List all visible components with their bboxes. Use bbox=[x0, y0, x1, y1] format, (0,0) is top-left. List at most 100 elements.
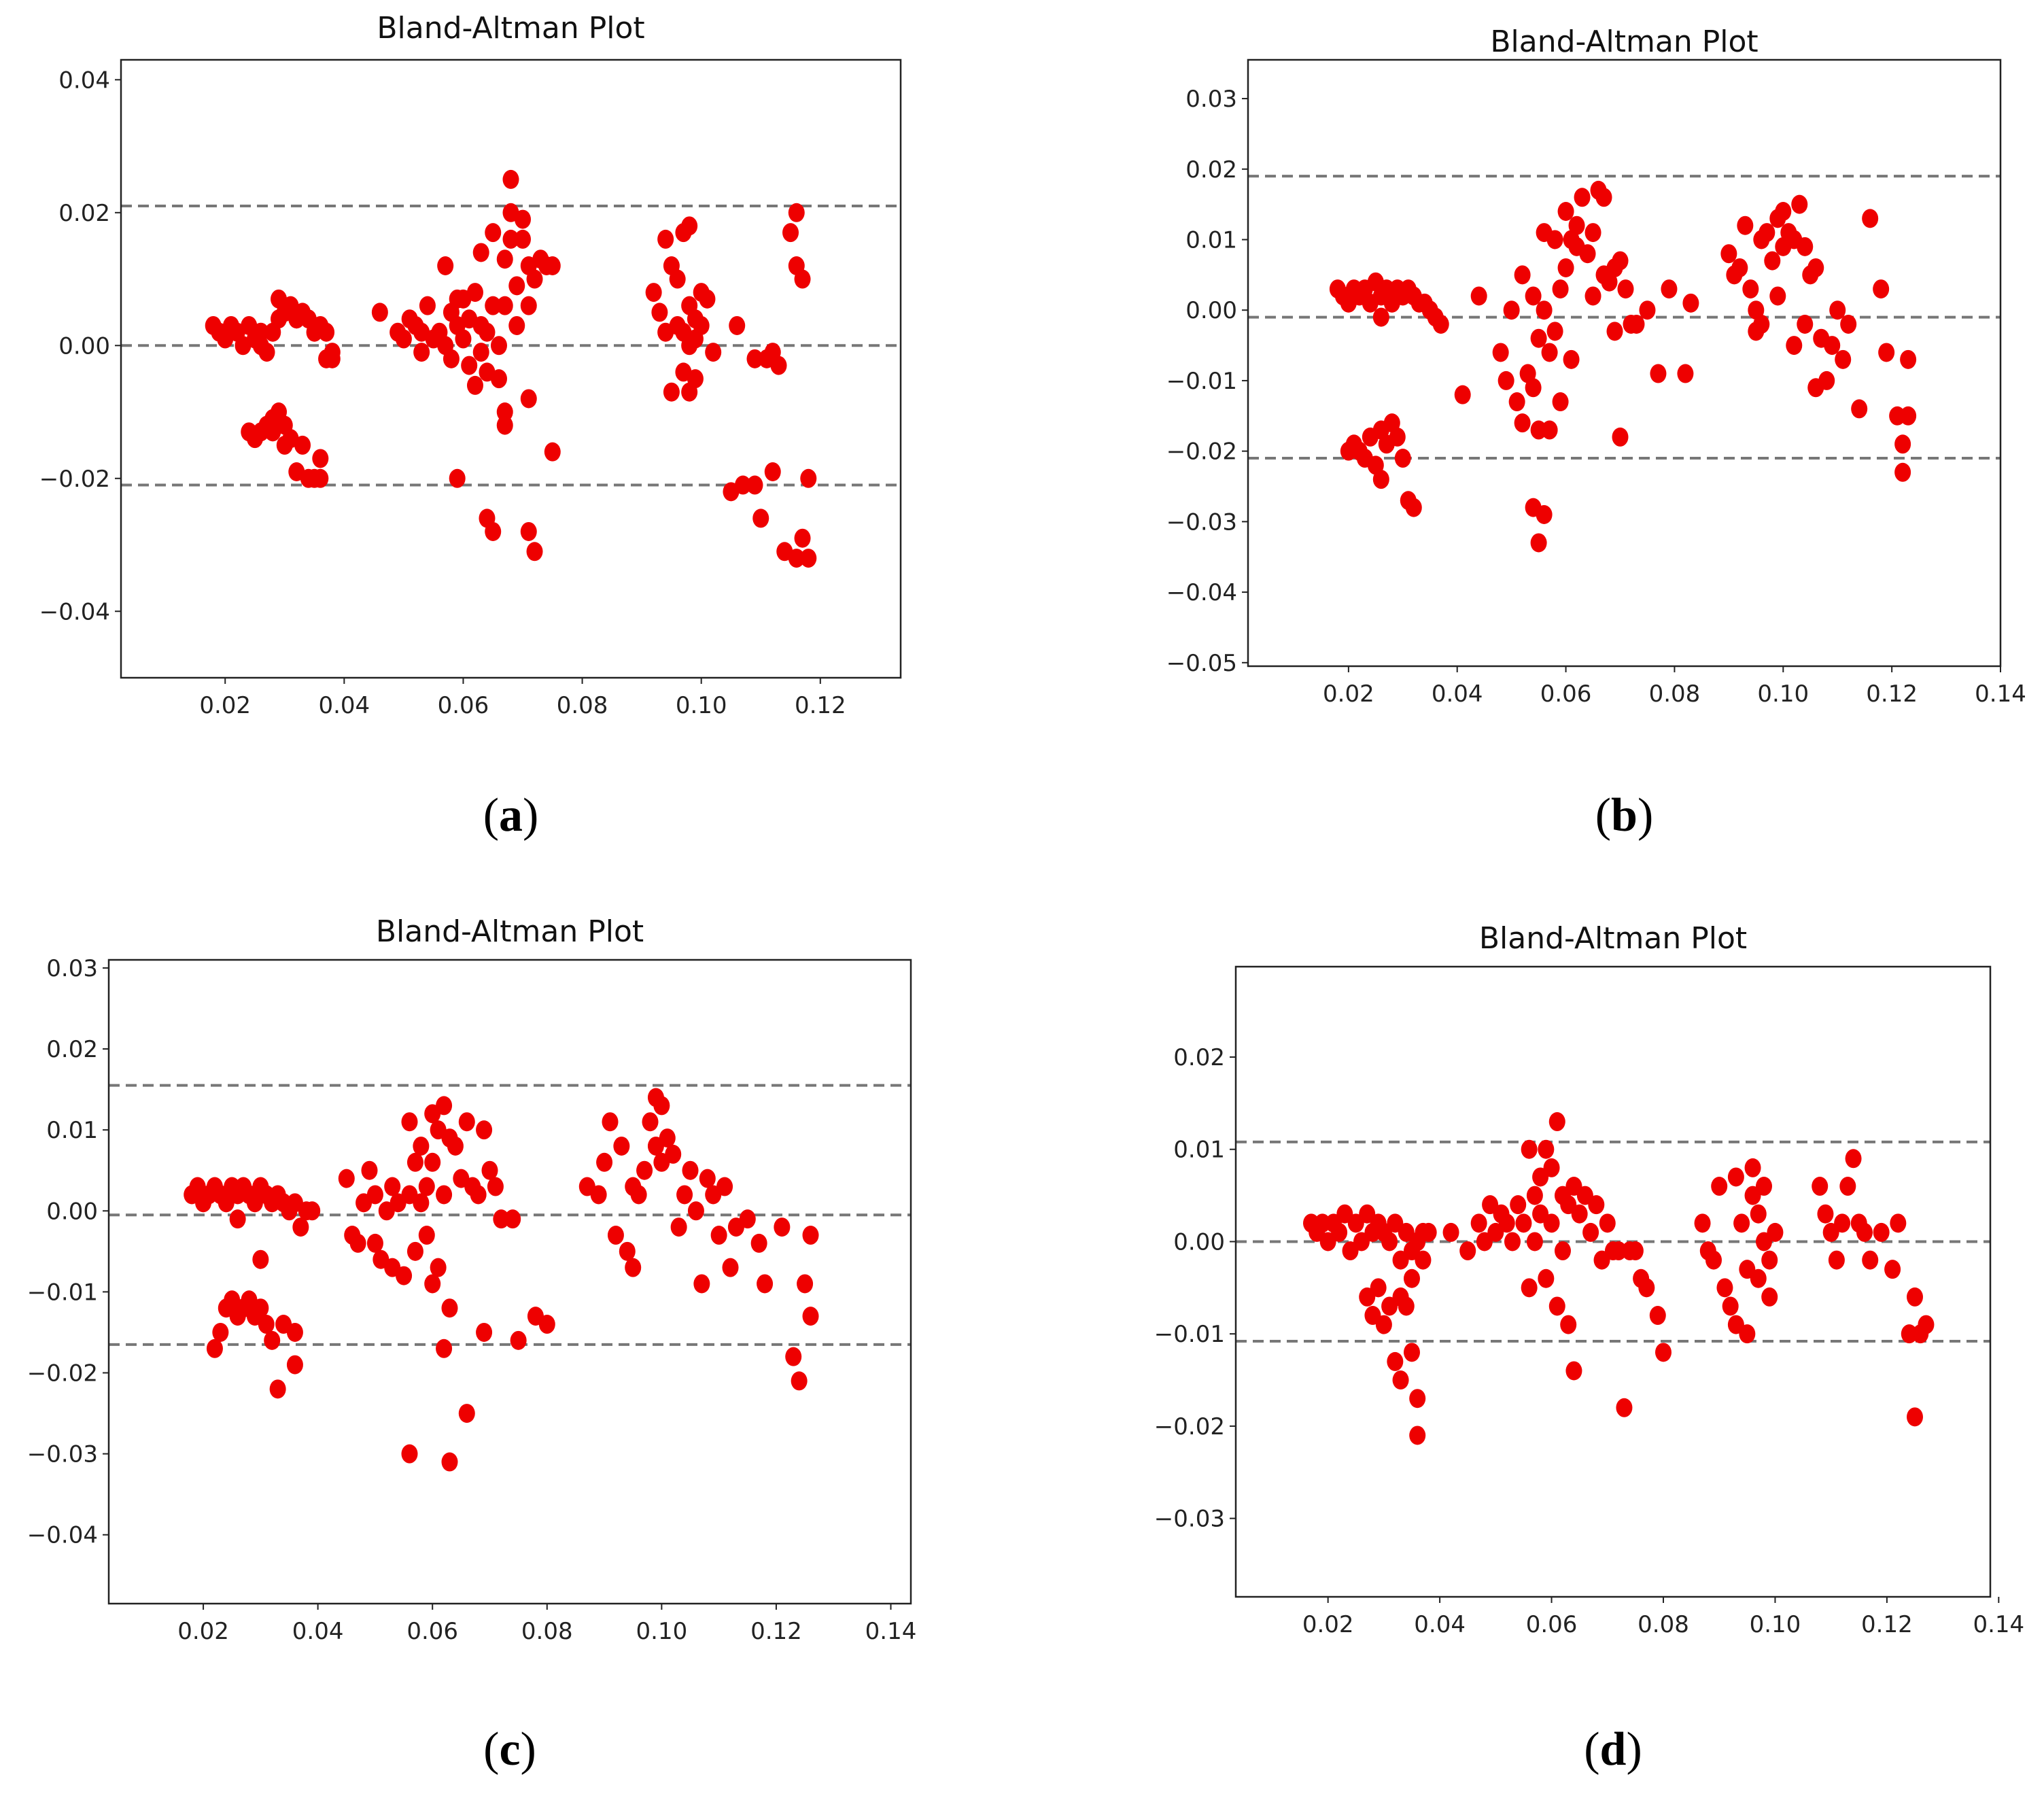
data-point bbox=[1612, 251, 1629, 271]
panel-d: Bland-Altman Plot 0.02 0.04 0.06 0.08 0.10 0.1… bbox=[1154, 921, 2024, 1776]
data-point bbox=[1829, 300, 1846, 320]
data-point bbox=[1571, 1204, 1588, 1224]
data-point bbox=[1834, 1213, 1851, 1233]
y-tick-label: 0.01 bbox=[1173, 1137, 1225, 1164]
data-point bbox=[607, 1226, 624, 1245]
data-point bbox=[312, 449, 329, 468]
chart-title: Bland-Altman Plot bbox=[377, 11, 644, 46]
data-point bbox=[1711, 1177, 1728, 1196]
data-point bbox=[508, 276, 525, 296]
y-tick-label: −0.03 bbox=[1166, 508, 1237, 536]
data-point bbox=[1884, 1260, 1901, 1279]
caption-open-paren: ( bbox=[1584, 1723, 1599, 1776]
data-point bbox=[1761, 1287, 1778, 1307]
axes-frame bbox=[1247, 58, 2002, 668]
data-point bbox=[1731, 258, 1748, 277]
data-point bbox=[802, 1307, 819, 1326]
data-point bbox=[1543, 1213, 1560, 1233]
data-point bbox=[653, 1096, 670, 1116]
data-point bbox=[1599, 1213, 1616, 1233]
x-tick-label: 0.08 bbox=[1638, 1611, 1689, 1638]
data-point bbox=[1638, 1278, 1655, 1298]
data-point bbox=[395, 329, 412, 349]
data-point bbox=[1503, 300, 1520, 320]
data-point bbox=[1907, 1407, 1923, 1427]
data-point bbox=[1616, 1398, 1633, 1417]
caption-open-paren: ( bbox=[483, 1723, 499, 1776]
data-point bbox=[264, 1330, 281, 1350]
y-tick-label: −0.01 bbox=[27, 1279, 98, 1306]
data-point bbox=[252, 322, 269, 342]
data-point bbox=[636, 1160, 653, 1180]
data-point bbox=[413, 1193, 430, 1213]
data-point bbox=[292, 1218, 309, 1237]
data-point bbox=[520, 389, 537, 409]
data-point bbox=[1817, 1204, 1834, 1224]
data-point bbox=[1541, 420, 1558, 440]
data-point bbox=[669, 269, 686, 289]
data-point bbox=[466, 375, 483, 395]
data-point bbox=[1694, 1213, 1711, 1233]
data-point bbox=[1812, 1177, 1829, 1196]
data-point bbox=[1560, 1315, 1577, 1334]
caption-open-paren: ( bbox=[1595, 789, 1611, 842]
data-points bbox=[1303, 1112, 1935, 1445]
data-point bbox=[1612, 427, 1629, 447]
data-point bbox=[258, 1315, 275, 1334]
data-point bbox=[800, 549, 817, 568]
data-point bbox=[1381, 1232, 1398, 1251]
data-point bbox=[1536, 300, 1553, 320]
data-point bbox=[413, 1136, 430, 1156]
data-point bbox=[485, 521, 502, 541]
data-point bbox=[1595, 188, 1612, 207]
y-tick-label: −0.03 bbox=[27, 1441, 98, 1468]
data-point bbox=[1733, 1213, 1750, 1233]
data-point bbox=[515, 229, 532, 249]
y-tick-label: 0.01 bbox=[1185, 226, 1237, 254]
data-point bbox=[1398, 1296, 1415, 1316]
data-point bbox=[206, 1339, 223, 1358]
data-point bbox=[476, 1120, 493, 1140]
data-point bbox=[1900, 406, 1917, 426]
y-tick-label: −0.04 bbox=[1166, 579, 1237, 606]
data-point bbox=[212, 1322, 229, 1342]
data-point bbox=[1839, 1177, 1856, 1196]
data-point bbox=[1873, 279, 1890, 299]
x-tick-label: 0.10 bbox=[1750, 1611, 1801, 1638]
data-point bbox=[1900, 349, 1917, 369]
caption-close-paren: ) bbox=[1626, 1723, 1642, 1776]
data-point bbox=[1387, 1351, 1404, 1371]
data-point bbox=[782, 223, 799, 243]
x-tick-label: 0.14 bbox=[865, 1618, 917, 1645]
data-point bbox=[490, 369, 507, 389]
data-point bbox=[419, 296, 436, 315]
data-point bbox=[1557, 202, 1574, 221]
data-point bbox=[613, 1136, 630, 1156]
data-point bbox=[496, 415, 513, 435]
panel-b: Bland-Altman Plot 0.02 0.04 0.06 0.08 0.10 0.1… bbox=[1166, 24, 2026, 842]
data-point bbox=[436, 1339, 453, 1358]
data-point bbox=[406, 1152, 423, 1172]
data-point bbox=[1845, 1149, 1862, 1169]
data-point bbox=[461, 356, 478, 375]
y-tick-label: 0.00 bbox=[58, 332, 110, 360]
x-tick-label: 0.04 bbox=[1432, 680, 1483, 708]
data-point bbox=[663, 382, 680, 402]
data-point bbox=[687, 1201, 704, 1221]
caption-close-paren: ) bbox=[1638, 789, 1653, 842]
x-tick-label: 0.02 bbox=[1323, 680, 1374, 708]
data-point bbox=[1901, 1324, 1918, 1344]
data-point bbox=[757, 1274, 774, 1294]
data-point bbox=[1370, 1278, 1387, 1298]
data-point bbox=[526, 269, 543, 289]
caption-close-paren: ) bbox=[523, 789, 538, 842]
data-point bbox=[1840, 314, 1857, 334]
data-point bbox=[304, 1201, 321, 1221]
y-tick-label: 0.02 bbox=[46, 1036, 98, 1063]
panel-a: Bland-Altman Plot 0.02 0.04 0.06 0.08 0.10 0.1… bbox=[39, 11, 902, 842]
data-point bbox=[401, 1112, 418, 1132]
data-point bbox=[443, 349, 460, 368]
data-point bbox=[1405, 498, 1422, 517]
data-point bbox=[642, 1112, 659, 1132]
